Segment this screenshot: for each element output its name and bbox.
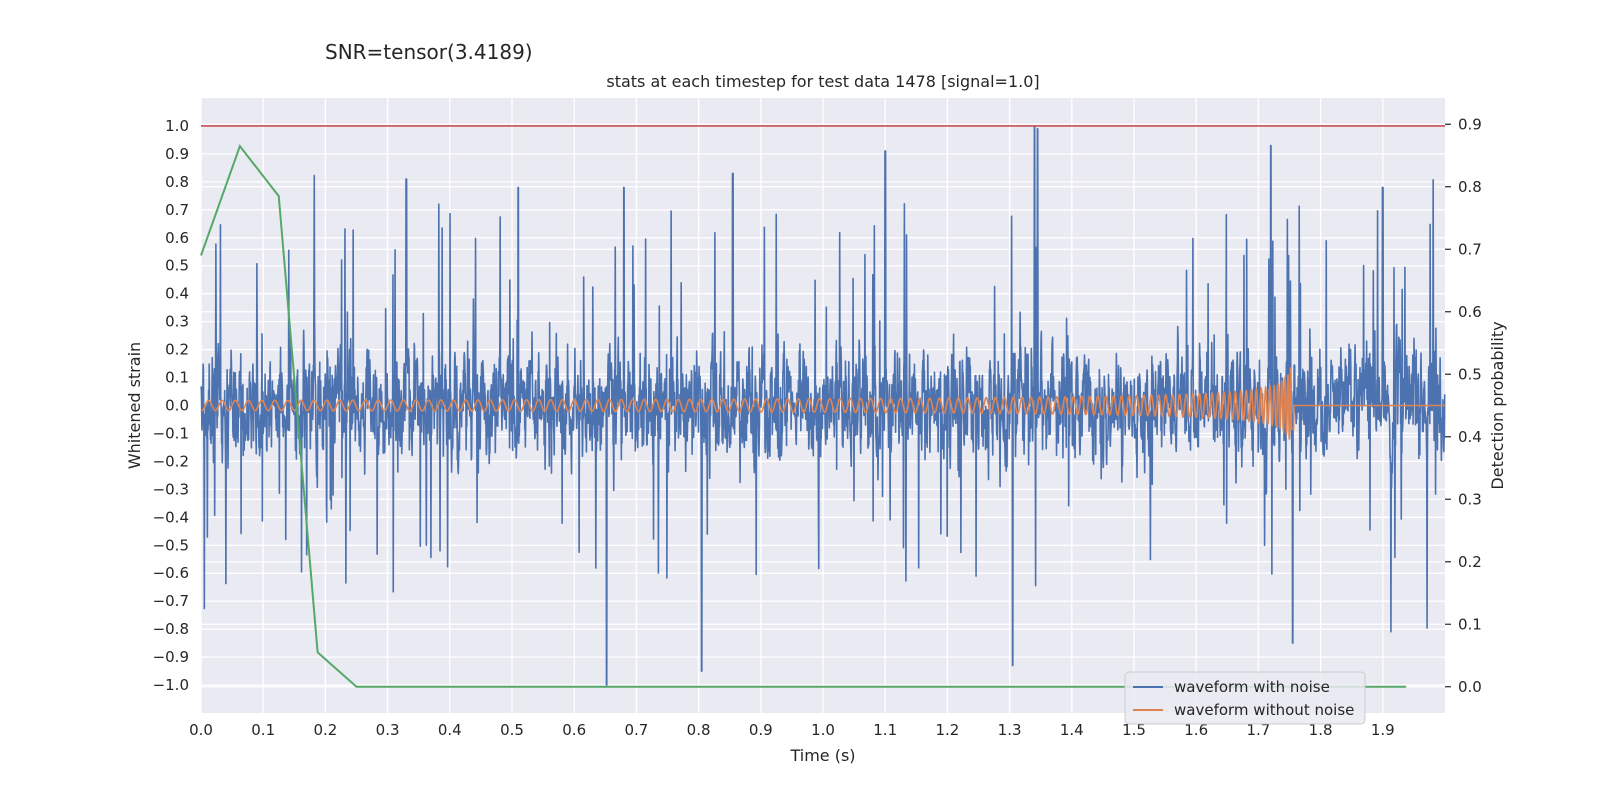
- right-tick-label: 0.2: [1458, 553, 1482, 571]
- y-tick-label: 1.0: [165, 117, 189, 135]
- y-tick-label: −0.1: [153, 424, 189, 442]
- suptitle: SNR=tensor(3.4189): [325, 40, 533, 64]
- right-tick-label: 0.3: [1458, 490, 1482, 508]
- y-tick-label: −0.5: [153, 536, 189, 554]
- left-ticks: −1.0 −0.9 −0.8 −0.7 −0.6 −0.5 −0.4 −0.3 −0.2 −0.1…: [153, 117, 189, 694]
- y-axis-label: Whitened strain: [125, 342, 144, 469]
- x-tick-label: 1.8: [1309, 721, 1333, 739]
- y-tick-label: −0.7: [153, 592, 189, 610]
- x-tick-label: 0.5: [500, 721, 524, 739]
- x-tick-label: 0.3: [376, 721, 400, 739]
- y-tick-label: 0.2: [165, 341, 189, 359]
- x-tick-label: 1.7: [1246, 721, 1270, 739]
- x-tick-label: 0.6: [562, 721, 586, 739]
- x-axis-label: Time (s): [789, 746, 855, 765]
- y-tick-label: 0.0: [165, 397, 189, 415]
- y-tick-label: −0.4: [153, 508, 189, 526]
- legend-label: waveform with noise: [1174, 678, 1330, 696]
- x-ticks: 0.0 0.1 0.2 0.3 0.4 0.5 0.6 0.7 0.8 0.9 1.0 1.1 1.2 1…: [189, 721, 1395, 739]
- x-tick-label: 0.1: [251, 721, 275, 739]
- right-tick-label: 0.5: [1458, 365, 1482, 383]
- series-waveform-with-noise: [200, 125, 1446, 686]
- y-tick-label: 0.5: [165, 257, 189, 275]
- y-tick-label: 0.7: [165, 201, 189, 219]
- y-tick-label: −0.9: [153, 648, 189, 666]
- x-tick-label: 1.4: [1060, 721, 1084, 739]
- legend-label: waveform without noise: [1174, 701, 1354, 719]
- y-tick-label: 0.4: [165, 285, 189, 303]
- x-tick-label: 0.4: [438, 721, 462, 739]
- x-tick-label: 0.2: [313, 721, 337, 739]
- y-tick-label: −1.0: [153, 676, 189, 694]
- right-tick-label: 0.8: [1458, 178, 1482, 196]
- x-tick-label: 1.6: [1184, 721, 1208, 739]
- y-tick-label: −0.8: [153, 620, 189, 638]
- right-tick-label: 0.0: [1458, 678, 1482, 696]
- right-tick-label: 0.1: [1458, 615, 1482, 633]
- chart-title: stats at each timestep for test data 147…: [606, 72, 1039, 91]
- right-tick-label: 0.6: [1458, 303, 1482, 321]
- x-tick-label: 1.2: [935, 721, 959, 739]
- right-tick-label: 0.9: [1458, 115, 1482, 133]
- x-tick-label: 1.0: [811, 721, 835, 739]
- grid: [200, 98, 1445, 713]
- x-tick-label: 1.9: [1371, 721, 1395, 739]
- y-tick-label: 0.1: [165, 369, 189, 387]
- legend: waveform with noise waveform without nois…: [1124, 671, 1366, 725]
- y-axis-label-right: Detection probability: [1488, 321, 1507, 489]
- y-tick-label: 0.6: [165, 229, 189, 247]
- x-tick-label: 0.9: [749, 721, 773, 739]
- y-tick-label: −0.6: [153, 564, 189, 582]
- x-tick-label: 1.5: [1122, 721, 1146, 739]
- y-tick-label: 0.8: [165, 173, 189, 191]
- y-tick-label: −0.2: [153, 452, 189, 470]
- y-tick-label: 0.3: [165, 313, 189, 331]
- x-tick-label: 0.7: [624, 721, 648, 739]
- x-tick-label: 1.1: [873, 721, 897, 739]
- right-ticks: 0.0 0.1 0.2 0.3 0.4 0.5 0.6 0.7 0.8 0.9: [1445, 115, 1482, 696]
- series-waveform-without-noise: [200, 367, 1445, 440]
- x-tick-label: 0.8: [687, 721, 711, 739]
- right-tick-label: 0.4: [1458, 428, 1482, 446]
- y-tick-label: −0.3: [153, 480, 189, 498]
- right-tick-label: 0.7: [1458, 240, 1482, 258]
- x-tick-label: 1.3: [998, 721, 1022, 739]
- x-tick-label: 0.0: [189, 721, 213, 739]
- legend-box: [1124, 671, 1366, 725]
- y-tick-label: 0.9: [165, 145, 189, 163]
